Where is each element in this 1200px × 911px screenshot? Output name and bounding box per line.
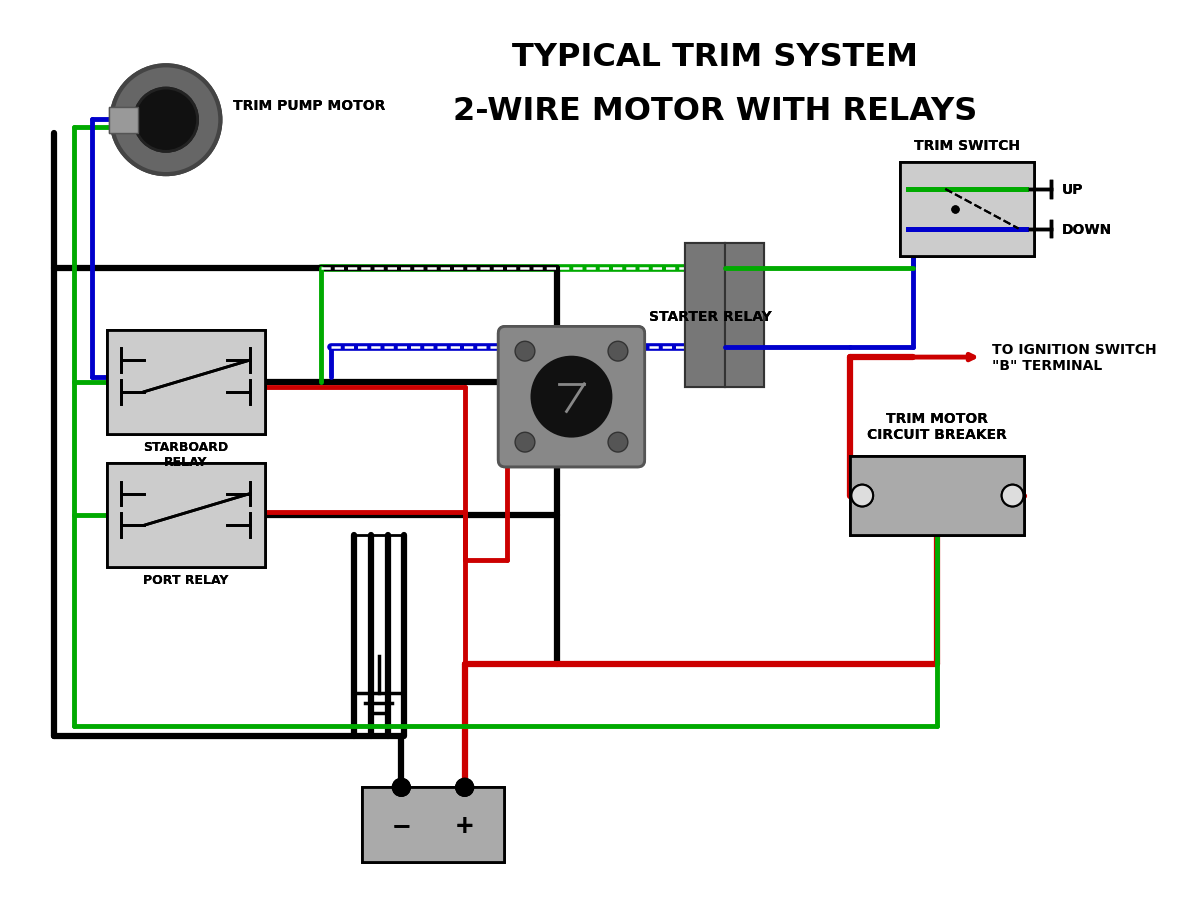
Circle shape — [515, 342, 535, 362]
Circle shape — [851, 486, 874, 507]
Circle shape — [515, 433, 535, 453]
Text: STARTER RELAY: STARTER RELAY — [649, 310, 772, 324]
Bar — [685, 244, 725, 387]
FancyBboxPatch shape — [498, 327, 644, 467]
Text: TRIM PUMP MOTOR: TRIM PUMP MOTOR — [233, 98, 385, 113]
Circle shape — [112, 67, 221, 175]
Circle shape — [532, 358, 611, 436]
Bar — [851, 456, 1025, 536]
Text: TYPICAL TRIM SYSTEM: TYPICAL TRIM SYSTEM — [512, 42, 918, 73]
Text: PORT RELAY: PORT RELAY — [143, 574, 228, 587]
Circle shape — [515, 342, 535, 362]
Text: −: − — [391, 813, 412, 837]
Circle shape — [608, 433, 628, 453]
Text: TRIM MOTOR
CIRCUIT BREAKER: TRIM MOTOR CIRCUIT BREAKER — [868, 412, 1007, 442]
Circle shape — [456, 779, 474, 796]
Circle shape — [134, 89, 198, 152]
Text: TRIM SWITCH: TRIM SWITCH — [914, 138, 1020, 153]
Circle shape — [515, 433, 535, 453]
Circle shape — [851, 486, 874, 507]
Bar — [725, 244, 764, 387]
Bar — [851, 456, 1025, 536]
Bar — [109, 107, 138, 133]
Text: TRIM PUMP MOTOR: TRIM PUMP MOTOR — [233, 98, 385, 113]
Bar — [109, 107, 138, 133]
Text: −: − — [391, 813, 412, 837]
Circle shape — [392, 779, 410, 796]
Text: +: + — [455, 813, 474, 837]
Text: PORT RELAY: PORT RELAY — [143, 574, 228, 587]
Circle shape — [112, 67, 221, 175]
Bar — [900, 162, 1034, 256]
Text: STARBOARD
RELAY: STARBOARD RELAY — [143, 440, 228, 468]
Text: STARTER RELAY: STARTER RELAY — [649, 310, 772, 324]
Circle shape — [1002, 486, 1024, 507]
Bar — [361, 787, 504, 863]
Text: TO IGNITION SWITCH
"B" TERMINAL: TO IGNITION SWITCH "B" TERMINAL — [991, 343, 1157, 373]
Bar — [361, 787, 504, 863]
Text: +: + — [455, 813, 474, 837]
Text: UP: UP — [1062, 183, 1084, 197]
Text: 2-WIRE MOTOR WITH RELAYS: 2-WIRE MOTOR WITH RELAYS — [452, 96, 977, 127]
Circle shape — [608, 433, 628, 453]
Text: TRIM SWITCH: TRIM SWITCH — [914, 138, 1020, 153]
Text: DOWN: DOWN — [1062, 222, 1111, 236]
Text: TRIM MOTOR
CIRCUIT BREAKER: TRIM MOTOR CIRCUIT BREAKER — [868, 412, 1007, 442]
Circle shape — [134, 89, 198, 152]
Circle shape — [532, 358, 611, 436]
Bar — [107, 464, 265, 568]
Text: STARBOARD
RELAY: STARBOARD RELAY — [143, 440, 228, 468]
Text: UP: UP — [1062, 183, 1084, 197]
FancyBboxPatch shape — [498, 327, 644, 467]
Bar — [900, 162, 1034, 256]
Bar — [107, 331, 265, 435]
Bar — [107, 331, 265, 435]
Bar — [725, 244, 764, 387]
Text: DOWN: DOWN — [1062, 222, 1111, 236]
Circle shape — [392, 779, 410, 796]
Circle shape — [608, 342, 628, 362]
Bar — [685, 244, 725, 387]
Bar — [107, 464, 265, 568]
Circle shape — [608, 342, 628, 362]
Circle shape — [1002, 486, 1024, 507]
Circle shape — [456, 779, 474, 796]
